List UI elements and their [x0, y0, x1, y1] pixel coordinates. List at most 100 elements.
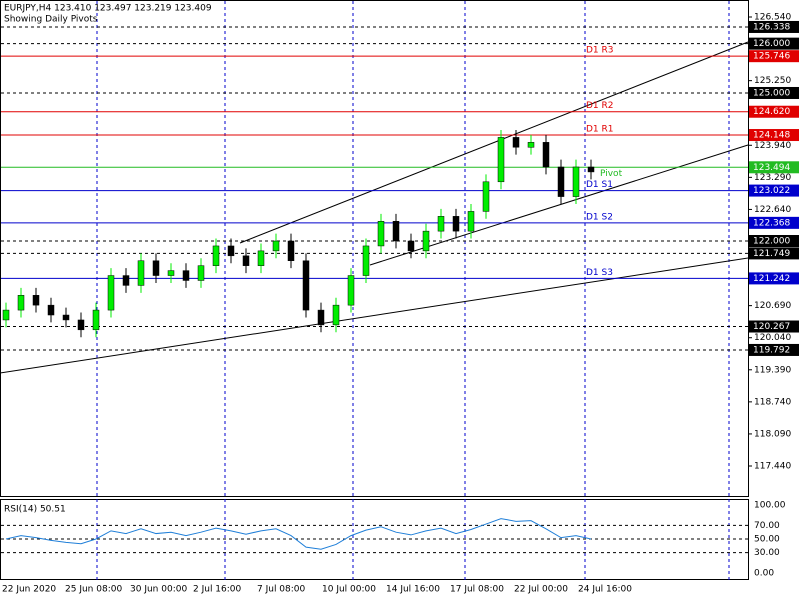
candle-body — [227, 245, 235, 257]
level-label-box — [749, 216, 799, 229]
candle-body — [62, 314, 70, 321]
candle-body — [77, 319, 85, 331]
x-tick-label: 2 Jul 16:00 — [193, 585, 242, 595]
x-tick-label: 7 Jul 08:00 — [257, 585, 306, 595]
x-tick-label: 17 Jul 08:00 — [450, 585, 504, 595]
level-label-box — [749, 105, 799, 118]
candle-body — [347, 275, 355, 306]
candle-body — [242, 255, 250, 266]
candle-body — [497, 137, 505, 183]
candle-body — [392, 221, 400, 242]
level-label: 126.000 — [753, 39, 790, 49]
rsi-label: RSI(14) 50.51 — [4, 505, 66, 515]
x-tick-label: 30 Jun 00:00 — [130, 585, 187, 595]
candle-body — [302, 260, 310, 311]
x-tick-label: 22 Jul 00:00 — [514, 585, 568, 595]
chart-subtitle: Showing Daily Pivots — [4, 15, 98, 25]
y-tick-label: 125.250 — [754, 76, 791, 86]
y-tick-label: 119.390 — [754, 365, 791, 375]
candle-body — [512, 137, 520, 148]
x-tick-label: 22 Jun 2020 — [2, 585, 56, 595]
candle-body — [317, 309, 325, 326]
candle-body — [482, 181, 490, 212]
rsi-tick-label: 0.00 — [754, 569, 774, 579]
candle-body — [467, 211, 475, 232]
rsi-tick-label: 70.00 — [754, 521, 780, 531]
candle-body — [362, 245, 370, 276]
level-label: 124.148 — [753, 131, 790, 141]
level-label-box — [749, 184, 799, 197]
x-tick-label: 24 Jul 16:00 — [578, 585, 632, 595]
pivot-name: D1 R2 — [586, 101, 614, 111]
candle-body — [527, 142, 535, 148]
pivot-name: D1 S2 — [586, 212, 613, 222]
candle-body — [107, 275, 115, 311]
y-tick-label: 122.640 — [754, 205, 791, 215]
y-tick-label: 123.940 — [754, 141, 791, 151]
y-tick-label: 123.290 — [754, 173, 791, 183]
candle-body — [212, 245, 220, 266]
candle-body — [452, 216, 460, 232]
pivot-name: Pivot — [600, 169, 623, 179]
candle-body — [167, 270, 175, 276]
x-tick-label: 10 Jul 00:00 — [322, 585, 376, 595]
y-tick-label: 120.690 — [754, 301, 791, 311]
level-label-box — [749, 86, 799, 99]
y-tick-label: 120.040 — [754, 333, 791, 343]
y-tick-label: 117.440 — [754, 462, 791, 472]
candle-body — [332, 304, 340, 326]
level-label-box — [749, 37, 799, 50]
y-tick-label: 118.090 — [754, 429, 791, 439]
chart-title: EURJPY,H4 123.410 123.497 123.219 123.40… — [4, 4, 212, 14]
x-tick-label: 25 Jun 08:00 — [65, 585, 122, 595]
candle-body — [197, 265, 205, 281]
level-label: 121.749 — [753, 249, 790, 259]
candle-body — [257, 250, 265, 266]
main-panel — [0, 0, 749, 497]
candle-body — [272, 240, 280, 252]
level-label-box — [749, 20, 799, 33]
candle-body — [422, 230, 430, 252]
candle-body — [287, 240, 295, 261]
candle-body — [137, 260, 145, 286]
candle-body — [17, 295, 25, 311]
level-label-box — [749, 129, 799, 142]
level-label: 125.746 — [753, 52, 790, 62]
candle-body — [377, 221, 385, 247]
rsi-tick-label: 50.00 — [754, 535, 780, 545]
rsi-line — [5, 518, 592, 550]
candle-body — [122, 275, 130, 286]
candle-body — [152, 260, 160, 276]
level-label: 125.000 — [753, 88, 790, 98]
level-label: 123.494 — [753, 163, 790, 173]
level-label: 120.267 — [753, 322, 790, 332]
level-label: 119.792 — [753, 345, 790, 355]
trend-lines — [0, 41, 749, 374]
level-label: 123.022 — [753, 186, 790, 196]
level-label-box — [749, 247, 799, 260]
level-label-box — [749, 235, 799, 248]
candle-body — [47, 304, 55, 316]
candle-body — [437, 216, 445, 232]
level-label: 126.338 — [753, 22, 790, 32]
pivot-name: D1 S3 — [586, 268, 613, 278]
candle-body — [587, 166, 595, 173]
pivot-name: D1 S1 — [586, 180, 613, 190]
candle-body — [182, 270, 190, 281]
level-label-box — [749, 272, 799, 285]
rsi-tick-label: 30.00 — [754, 548, 780, 558]
rsi-tick-label: 100.00 — [754, 501, 786, 511]
level-label: 121.242 — [753, 274, 790, 284]
x-tick-label: 14 Jul 16:00 — [386, 585, 440, 595]
y-tick-label: 118.740 — [754, 397, 791, 407]
level-label-box — [749, 50, 799, 63]
candle-body — [2, 309, 10, 321]
level-label-box — [749, 343, 799, 356]
vertical-grid — [96, 1, 730, 580]
candle-body — [542, 142, 550, 168]
candle-body — [92, 309, 100, 331]
candle-body — [407, 240, 415, 252]
level-label-box — [749, 320, 799, 333]
y-tick-label: 126.540 — [754, 13, 791, 23]
level-label-box — [749, 161, 799, 174]
